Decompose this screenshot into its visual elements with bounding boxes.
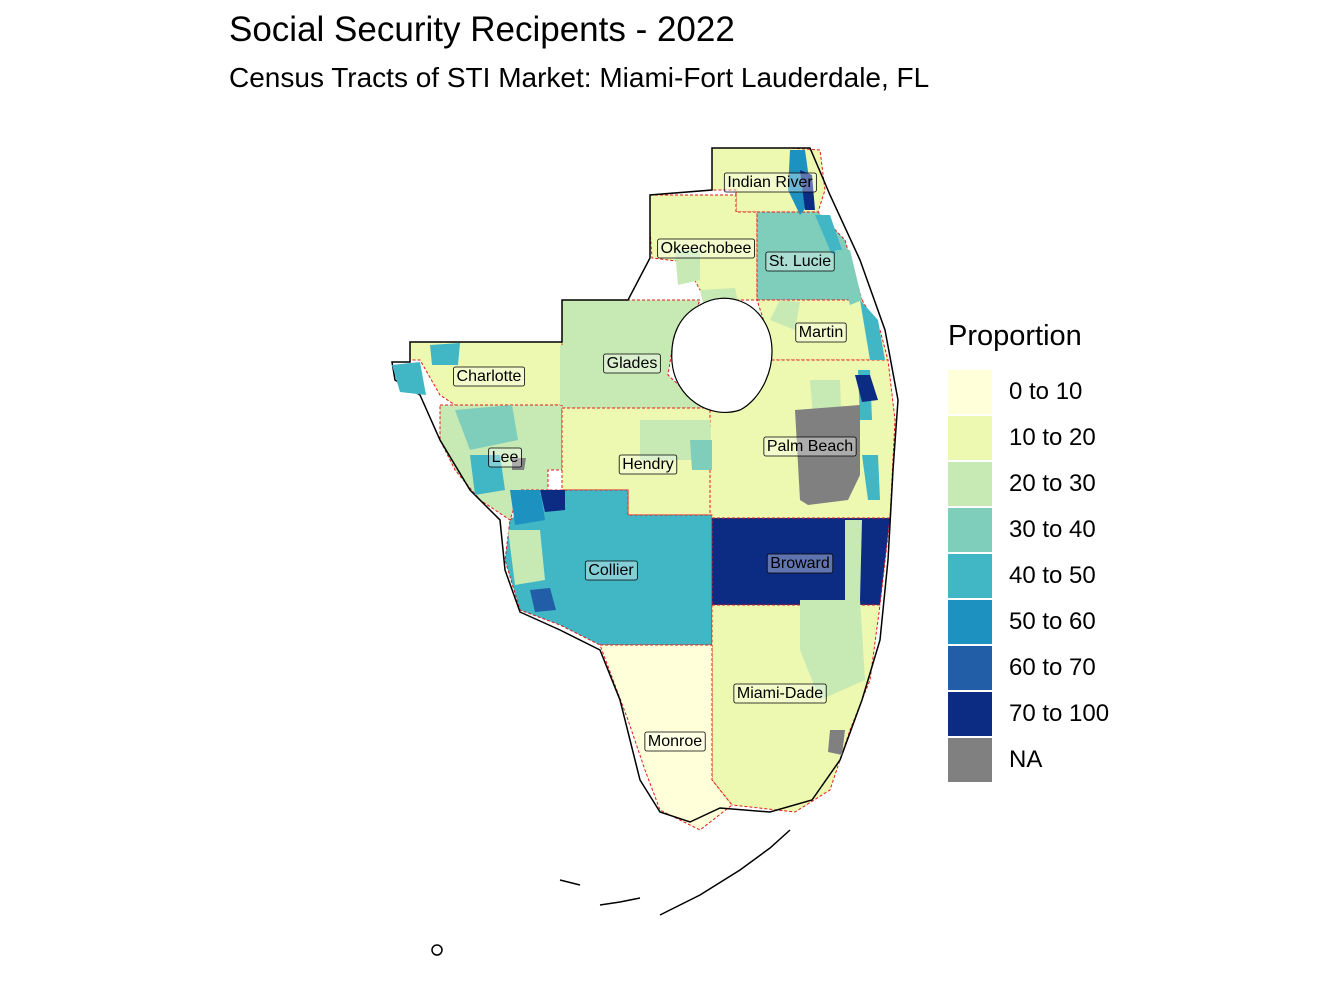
county-label-box — [733, 683, 827, 704]
legend-label: NA — [1009, 746, 1043, 773]
county-label: Okeechobee — [657, 238, 755, 259]
county-label-box — [603, 353, 661, 374]
county-label-box — [657, 238, 755, 259]
legend-item: 50 to 60 — [948, 599, 1109, 645]
legend-item: 30 to 40 — [948, 507, 1109, 553]
legend-item: 0 to 10 — [948, 369, 1109, 415]
legend-items: 0 to 10 10 to 20 20 to 30 30 to 40 40 to 50 5… — [948, 369, 1109, 783]
legend-swatch — [948, 508, 992, 552]
county-label-text: Indian River — [727, 174, 813, 191]
county-label-box — [584, 560, 638, 581]
county-label: St. Lucie — [765, 251, 835, 272]
county-label: Miami-Dade — [733, 683, 827, 704]
county-label-box — [763, 436, 857, 457]
county-label-box — [618, 454, 678, 475]
legend-swatch — [948, 738, 992, 782]
county-label-text: Broward — [770, 555, 830, 572]
county-label-text: Hendry — [622, 456, 674, 473]
county-label: Monroe — [644, 731, 706, 752]
tract-texture — [392, 150, 885, 755]
county-label-text: Glades — [607, 355, 658, 372]
legend-swatch — [948, 370, 992, 414]
county-label-box — [644, 731, 706, 752]
county-label: Collier — [584, 560, 638, 581]
lake-okeechobee — [671, 297, 773, 413]
legend-item: 10 to 20 — [948, 415, 1109, 461]
legend-swatch — [948, 600, 992, 644]
county-okeechobee — [649, 194, 758, 301]
legend: Proportion 0 to 10 10 to 20 20 to 30 30 to … — [948, 320, 1109, 783]
legend-item: 60 to 70 — [948, 645, 1109, 691]
county-label: Broward — [766, 553, 834, 574]
legend-label: 20 to 30 — [1009, 470, 1096, 497]
legend-label: 50 to 60 — [1009, 608, 1096, 635]
county-label-box — [766, 553, 834, 574]
county-label-text: Lee — [492, 449, 519, 466]
legend-label: 30 to 40 — [1009, 516, 1096, 543]
county-label-box — [488, 447, 522, 468]
legend-item: 20 to 30 — [948, 461, 1109, 507]
legend-label: 70 to 100 — [1009, 700, 1110, 727]
county-label-text: Charlotte — [457, 368, 522, 385]
county-label-box — [795, 322, 847, 343]
county-label: Charlotte — [453, 366, 525, 387]
legend-item: NA — [948, 737, 1109, 783]
county-label-text: Collier — [588, 562, 634, 579]
legend-swatch — [948, 692, 992, 736]
legend-label: 40 to 50 — [1009, 562, 1096, 589]
county-label-box — [765, 251, 835, 272]
county-label: Glades — [603, 353, 661, 374]
legend-swatch — [948, 416, 992, 460]
legend-label: 60 to 70 — [1009, 654, 1096, 681]
legend-swatch — [948, 462, 992, 506]
county-labels: Indian River Okeechobee St. Lucie Martin Cha… — [453, 172, 857, 752]
legend-title: Proportion — [948, 320, 1082, 352]
county-monroe — [599, 644, 733, 831]
county-label: Indian River — [723, 172, 817, 193]
legend-label: 10 to 20 — [1009, 424, 1096, 451]
county-label-text: Miami-Dade — [737, 685, 823, 702]
chart-subtitle: Census Tracts of STI Market: Miami-Fort … — [229, 62, 930, 93]
coastline-outline — [391, 147, 899, 823]
chart-title: Social Security Recipents - 2022 — [229, 10, 735, 49]
legend-swatch — [948, 646, 992, 690]
county-label: Palm Beach — [763, 436, 857, 457]
florida-keys — [431, 829, 791, 956]
county-label: Martin — [795, 322, 847, 343]
county-label-box — [723, 172, 817, 193]
county-label: Lee — [488, 447, 522, 468]
county-label-text: Palm Beach — [767, 438, 853, 455]
legend-swatch — [948, 554, 992, 598]
county-label-text: Okeechobee — [661, 240, 752, 257]
county-label-text: Martin — [799, 324, 843, 341]
county-label-text: Monroe — [648, 733, 702, 750]
county-label: Hendry — [618, 454, 678, 475]
legend-item: 40 to 50 — [948, 553, 1109, 599]
county-label-box — [453, 366, 525, 387]
county-label-text: St. Lucie — [769, 253, 831, 270]
legend-item: 70 to 100 — [948, 691, 1109, 737]
legend-label: 0 to 10 — [1009, 378, 1083, 405]
